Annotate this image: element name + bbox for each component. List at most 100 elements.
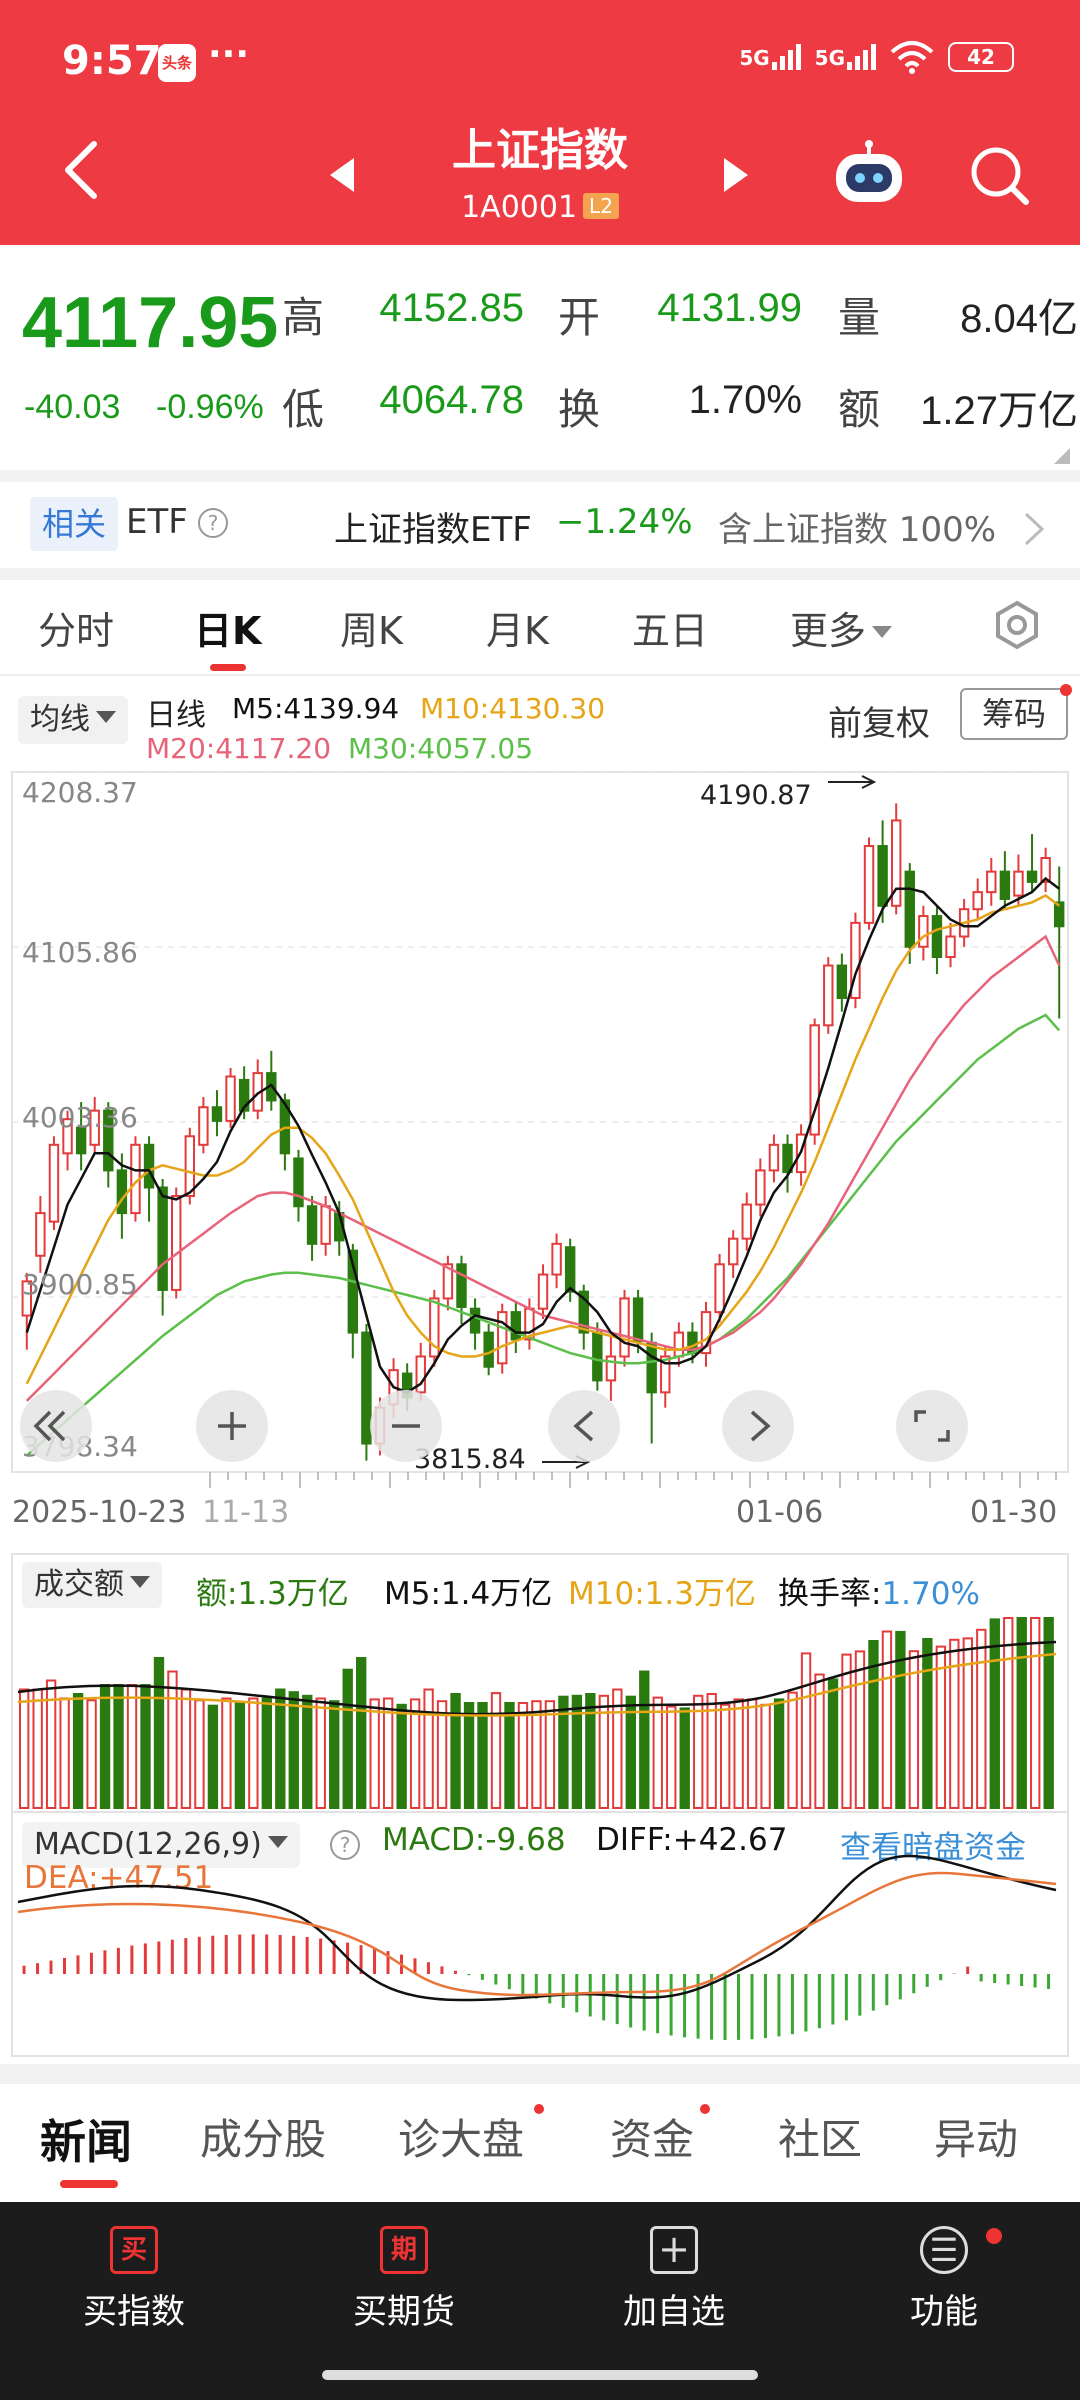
notification-dot	[534, 2104, 544, 2114]
adjust-mode[interactable]: 前复权	[828, 704, 930, 744]
zoom-out-button[interactable]	[370, 1390, 442, 1462]
volume-bar	[113, 1684, 124, 1809]
next-stock-icon[interactable]	[724, 158, 748, 192]
candle-body	[293, 1157, 304, 1208]
volume-bar	[19, 1688, 30, 1809]
tab-weekly-k[interactable]: 周K	[340, 609, 403, 653]
candles	[21, 803, 1065, 1461]
dark-pool-link[interactable]: 查看暗盘资金	[840, 1830, 1026, 1866]
tab-alerts[interactable]: 异动	[934, 2115, 1019, 2164]
add-watchlist-label: 加自选	[623, 2292, 725, 2332]
tab-daily-k[interactable]: 日K	[194, 609, 262, 653]
buy-index-button[interactable]: 买买指数	[34, 2226, 234, 2333]
volume-bar	[1030, 1617, 1041, 1809]
volume-bar	[639, 1670, 650, 1809]
help-icon[interactable]: ?	[198, 508, 228, 538]
tab-news[interactable]: 新闻	[40, 2115, 132, 2169]
signal-icon-2: 5G	[815, 44, 876, 70]
dea-line	[17, 1871, 1057, 1997]
tab-funds[interactable]: 资金	[610, 2115, 695, 2164]
tab-five-day[interactable]: 五日	[632, 600, 708, 655]
x-ticks	[209, 1472, 1057, 1488]
functions-button[interactable]: ☰ 功能	[844, 2226, 1044, 2333]
candle-body	[632, 1297, 644, 1343]
volume-ma10-line	[17, 1652, 1057, 1717]
chips-button[interactable]: 筹码	[960, 688, 1068, 740]
status-right: 5G 5G 42	[739, 40, 1014, 74]
candle-body	[89, 1109, 100, 1146]
volume-bar	[612, 1688, 623, 1809]
turnover-rate: 换手率:1.70%	[778, 1568, 980, 1613]
tab-more[interactable]: 更多	[790, 600, 893, 655]
volume-bar	[706, 1693, 717, 1809]
y-tick-label: 4003.36	[22, 1101, 138, 1134]
news-app-icon: 头条	[158, 44, 196, 82]
settings-icon[interactable]	[992, 600, 1042, 650]
turnover-rate-value: 1.70%	[881, 1576, 980, 1612]
volume-bar	[207, 1704, 219, 1809]
candle-body	[700, 1311, 712, 1355]
tab-monthly-k[interactable]: 月K	[486, 609, 549, 653]
volume-bar	[72, 1693, 84, 1809]
candle-body	[306, 1205, 318, 1245]
etf-holding: 含上证指数 100%	[718, 510, 997, 550]
current-price: 4117.95	[22, 283, 279, 363]
candle-body	[863, 845, 875, 924]
indicator-panels[interactable]	[0, 1550, 1080, 2060]
macd-selector[interactable]: MACD(12,26,9)	[22, 1822, 300, 1868]
buy-futures-button[interactable]: 期买期货	[304, 2226, 504, 2333]
fullscreen-button[interactable]	[896, 1390, 968, 1462]
ma-selector[interactable]: 均线	[18, 696, 128, 744]
tab-intraday[interactable]: 分时	[38, 609, 115, 653]
ma10-value: M10:4130.30	[420, 692, 606, 725]
candle-body	[198, 1106, 209, 1146]
volume-bar	[787, 1691, 798, 1810]
candle-body	[999, 870, 1011, 900]
help-icon[interactable]: ?	[330, 1830, 360, 1860]
prev-stock-icon[interactable]	[330, 158, 354, 192]
candle-body	[578, 1290, 589, 1334]
ma5-value: M5:4139.94	[232, 692, 400, 725]
wifi-icon	[890, 41, 934, 74]
prev-candle-button[interactable]	[548, 1390, 620, 1462]
candle-body	[75, 1126, 87, 1155]
zoom-in-button[interactable]	[196, 1390, 268, 1462]
candle-body	[225, 1075, 236, 1122]
candle-body	[592, 1331, 603, 1382]
futures-icon: 期	[380, 2226, 428, 2274]
expand-quote-icon[interactable]	[1054, 448, 1070, 464]
amount-value: 1.27万亿	[920, 389, 1078, 433]
volume-bar	[976, 1628, 987, 1809]
volume-bar	[1003, 1617, 1014, 1809]
volume-value: 8.04亿	[960, 297, 1078, 341]
volume-bar	[679, 1707, 690, 1809]
x-axis-labels: 2025-10-23 11-13 01-06 01-30	[12, 1495, 1057, 1530]
volume-bars	[19, 1617, 1054, 1810]
volume-bar	[800, 1652, 812, 1810]
rewind-button[interactable]	[20, 1390, 92, 1462]
tab-market-diagnosis[interactable]: 诊大盘	[398, 2115, 525, 2164]
volume-bar	[908, 1650, 920, 1809]
kline-kind: 日线	[146, 698, 206, 733]
volume-bar	[558, 1695, 569, 1809]
volume-bar	[450, 1693, 461, 1809]
tab-community[interactable]: 社区	[778, 2115, 863, 2164]
robot-assistant-icon[interactable]	[832, 140, 906, 206]
stock-code: 1A0001 L2	[0, 190, 1080, 225]
add-watchlist-button[interactable]: + 加自选	[574, 2226, 774, 2333]
bottom-nav: 买买指数 期买期货 + 加自选 ☰ 功能	[0, 2202, 1080, 2400]
y-tick-label: 4105.86	[22, 936, 138, 969]
tab-constituents[interactable]: 成分股	[200, 2115, 327, 2164]
search-icon[interactable]	[968, 144, 1030, 206]
candle-body	[836, 964, 848, 999]
back-arrow-icon[interactable]	[62, 140, 102, 200]
next-candle-button[interactable]	[722, 1390, 794, 1462]
functions-label: 功能	[910, 2292, 978, 2332]
active-tab-indicator	[60, 2180, 118, 2188]
high-annotation: 4190.87	[700, 775, 877, 811]
volume-bar	[693, 1694, 704, 1809]
volume-selector[interactable]: 成交额	[22, 1562, 162, 1608]
kline-chart[interactable]: 4208.37 4105.86 4003.36 3900.85 3798.34 …	[0, 760, 1080, 1550]
volume-bar	[463, 1702, 475, 1809]
candle-body	[931, 915, 943, 959]
